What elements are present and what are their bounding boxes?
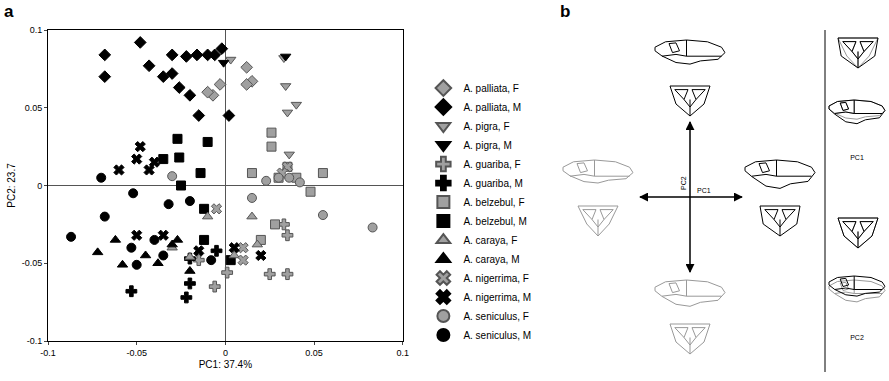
svg-text:A. caraya, F: A. caraya, F [463,235,517,246]
svg-text:-0.05: -0.05 [22,258,43,268]
svg-text:A. nigerrima, F: A. nigerrima, F [463,273,529,284]
svg-text:-0.1: -0.1 [40,348,56,358]
svg-text:0: 0 [37,181,42,191]
svg-text:A. guariba, M: A. guariba, M [463,178,522,189]
svg-text:A. pigra, M: A. pigra, M [463,140,511,151]
svg-text:A. nigerrima, M: A. nigerrima, M [463,292,531,303]
svg-text:a: a [4,2,14,21]
svg-text:PC2: PC2 [680,176,687,190]
svg-text:PC1: PC1 [850,154,864,161]
svg-text:PC1: 37.4%: PC1: 37.4% [199,359,252,370]
svg-text:A. caraya, M: A. caraya, M [463,254,519,265]
svg-text:A. belzebul, F: A. belzebul, F [463,197,524,208]
svg-text:0: 0 [223,348,228,358]
svg-text:0.05: 0.05 [25,103,43,113]
svg-text:A. palliata, F: A. palliata, F [463,83,519,94]
svg-text:PC1: PC1 [697,187,711,194]
svg-text:0.1: 0.1 [396,348,409,358]
svg-text:A. pigra, F: A. pigra, F [463,121,509,132]
svg-text:-0.05: -0.05 [126,348,147,358]
svg-text:A. guariba, F: A. guariba, F [463,159,520,170]
svg-text:b: b [560,2,570,21]
svg-text:A. palliata, M: A. palliata, M [463,102,521,113]
svg-text:0.05: 0.05 [305,348,323,358]
svg-text:-0.1: -0.1 [27,336,43,346]
svg-text:A. belzebul, M: A. belzebul, M [463,216,526,227]
svg-text:0.1: 0.1 [30,25,43,35]
svg-text:PC2: 23.7: PC2: 23.7 [6,163,17,208]
svg-text:A. seniculus, F: A. seniculus, F [463,311,529,322]
svg-text:PC2: PC2 [850,334,864,341]
svg-text:A. seniculus, M: A. seniculus, M [463,330,531,341]
